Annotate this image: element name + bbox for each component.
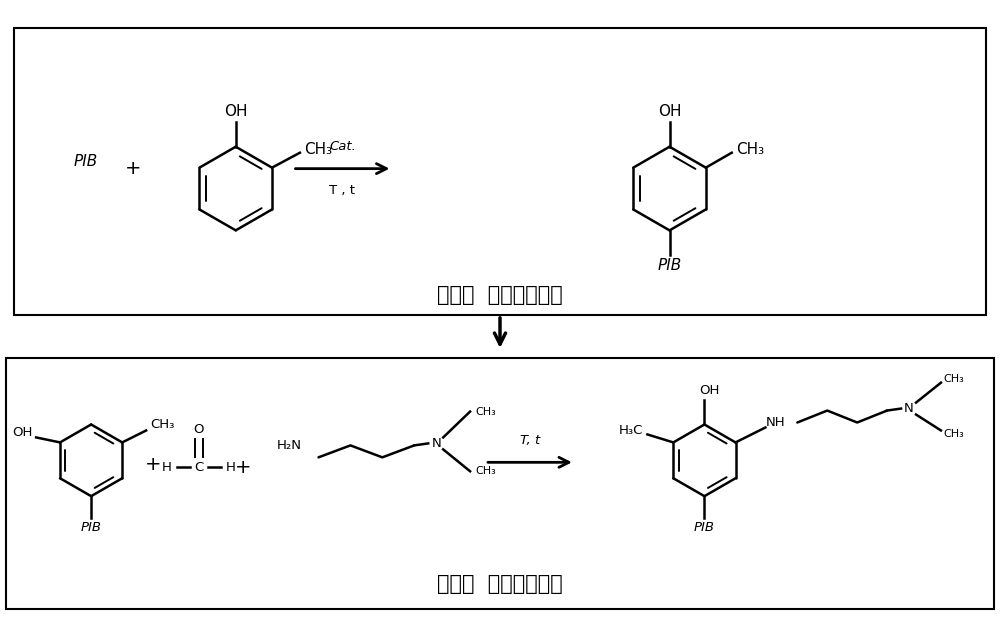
Text: PIB: PIB: [74, 154, 98, 169]
Text: PIB: PIB: [694, 521, 715, 534]
Text: C: C: [194, 461, 203, 474]
Text: PIB: PIB: [657, 259, 682, 273]
Text: Cat.: Cat.: [329, 140, 356, 153]
Text: T , t: T , t: [329, 184, 355, 197]
Text: CH₃: CH₃: [736, 142, 764, 157]
Text: OH: OH: [224, 104, 247, 119]
Text: OH: OH: [658, 104, 681, 119]
Text: CH₃: CH₃: [150, 418, 175, 431]
Text: H₂N: H₂N: [277, 439, 302, 452]
Text: CH₃: CH₃: [943, 429, 964, 439]
Bar: [6, 358, 994, 609]
Text: T, t: T, t: [520, 434, 540, 447]
Text: NH: NH: [766, 416, 785, 429]
Text: OH: OH: [699, 384, 720, 397]
Text: N: N: [431, 437, 441, 450]
Bar: [14, 28, 986, 315]
Text: CH₃: CH₃: [304, 142, 332, 157]
Text: +: +: [145, 455, 161, 474]
Text: CH₃: CH₃: [475, 466, 496, 477]
Text: H: H: [226, 461, 236, 474]
Text: CH₃: CH₃: [943, 374, 964, 384]
Text: +: +: [125, 159, 141, 178]
Text: N: N: [904, 402, 914, 415]
Text: H₃C: H₃C: [619, 424, 643, 437]
Text: OH: OH: [12, 426, 32, 439]
Text: PIB: PIB: [81, 521, 102, 534]
Text: O: O: [194, 423, 204, 436]
Text: +: +: [234, 458, 251, 477]
Text: 第二步  曼尼希反应式: 第二步 曼尼希反应式: [437, 574, 563, 594]
Text: H: H: [162, 461, 172, 474]
Text: 第一步  烷基化反应式: 第一步 烷基化反应式: [437, 285, 563, 305]
Text: CH₃: CH₃: [475, 407, 496, 417]
